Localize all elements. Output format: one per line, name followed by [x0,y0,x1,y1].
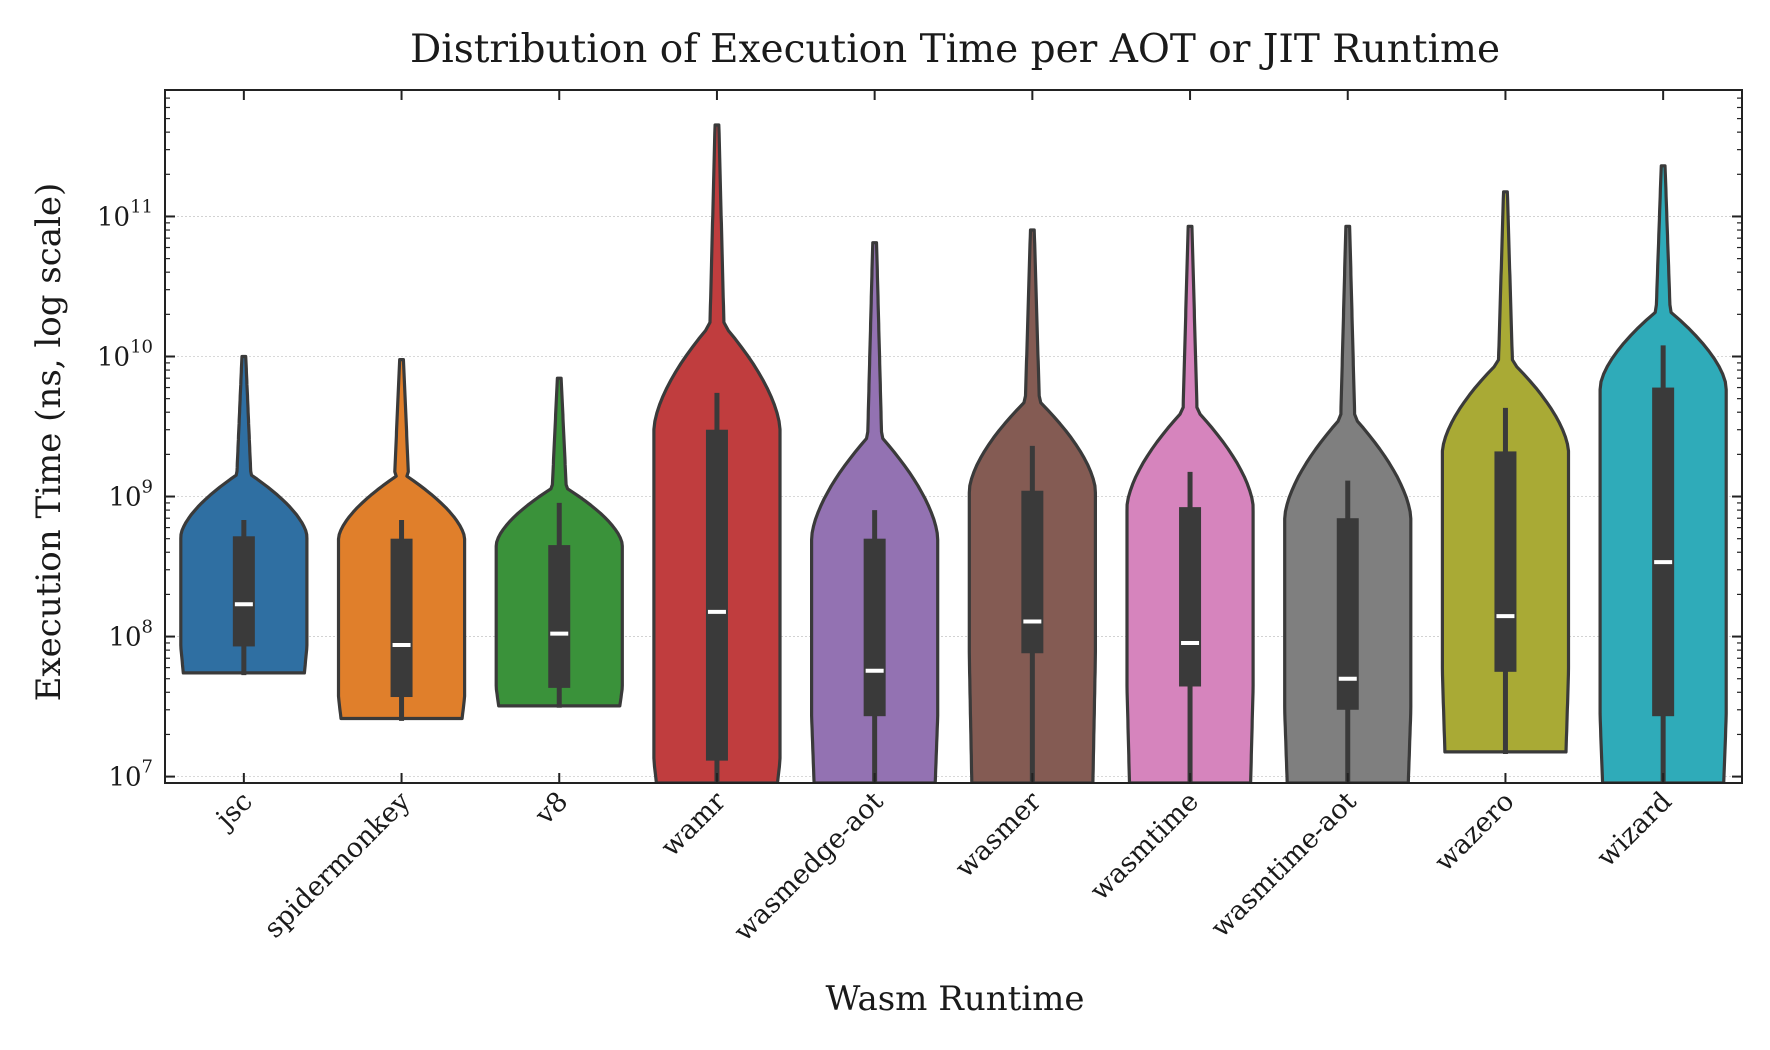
y-tick-base: 10 [108,483,141,513]
x-tick-label: wasmedge-aot [728,786,890,948]
violin-group [179,123,1728,783]
iqr-box-v8 [548,545,571,688]
y-tick-label: 108 [108,617,153,653]
x-tick-label: spidermonkey [258,786,417,945]
x-tick-label: wamr [655,786,732,863]
y-tick-exponent: 11 [130,196,153,217]
y-tick-base: 10 [97,202,130,232]
y-tick-label: 109 [108,477,153,513]
iqr-box-wazero [1494,451,1517,672]
iqr-box-wamr [705,429,728,761]
x-tick-label: jsc [208,786,258,836]
x-axis-label: Wasm Runtime [825,979,1084,1019]
chart-title: Distribution of Execution Time per AOT o… [410,27,1500,72]
y-tick-exponent: 8 [142,617,153,638]
x-tick-label: wazero [1429,786,1521,878]
y-axis-label: Execution Time (ns, log scale) [29,183,69,702]
iqr-box-wasmer [1021,490,1044,654]
y-tick-label: 107 [108,757,153,793]
y-tick-base: 10 [108,763,141,793]
iqr-box-jsc [232,536,255,647]
x-tick-label: wizard [1591,786,1678,873]
iqr-box-wasmtime [1179,507,1202,687]
y-tick-base: 10 [108,623,141,653]
x-tick-label: wasmtime [1084,786,1205,907]
plot-frame [164,89,1743,784]
y-tick-label: 1010 [97,336,153,372]
y-tick-exponent: 7 [142,757,153,778]
iqr-box-wasmtime-aot [1336,518,1359,710]
x-tick-label: wasmer [949,786,1047,884]
x-tick-label: wasmtime-aot [1205,786,1363,944]
y-tick-exponent: 10 [130,336,153,357]
y-tick-base: 10 [97,342,130,372]
y-tick-exponent: 9 [142,477,153,498]
violin-jsc [179,354,309,675]
y-tick-label: 1011 [97,196,153,232]
iqr-box-wizard [1652,387,1675,717]
iqr-box-spidermonkey [390,538,413,698]
x-tick-label: v8 [529,786,575,832]
iqr-box-wasmedge-aot [863,538,886,717]
